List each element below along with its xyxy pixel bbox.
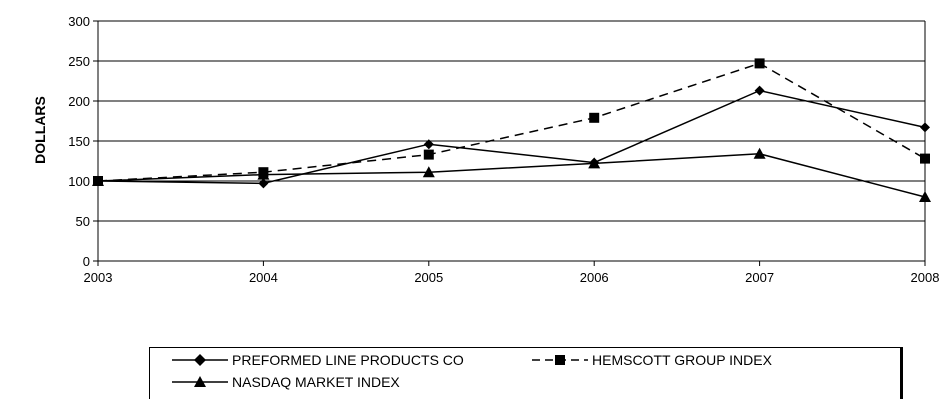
- series-line-0: [97, 89, 926, 185]
- diamond-marker-icon: [172, 354, 228, 366]
- x-tick-label: 2004: [249, 270, 278, 285]
- diamond-point: [920, 122, 930, 133]
- legend-label-nasdaq: NASDAQ MARKET INDEX: [232, 374, 400, 390]
- triangle-point: [92, 175, 104, 186]
- x-tick-label: 2008: [911, 270, 940, 285]
- y-axis-label: DOLLARS: [32, 96, 48, 164]
- x-tick-label: 2003: [84, 270, 113, 285]
- x-tick-label: 2006: [580, 270, 609, 285]
- x-axis-ticks: 2003 2004 2005 2006 2007 2008: [84, 261, 940, 285]
- y-tick-label: 300: [68, 14, 90, 29]
- legend: PREFORMED LINE PRODUCTS CO HEMSCOTT GROU…: [149, 347, 903, 399]
- square-point: [754, 58, 765, 69]
- legend-item-nasdaq: NASDAQ MARKET INDEX: [172, 374, 400, 390]
- diamond-point: [423, 139, 434, 150]
- triangle-point: [588, 157, 601, 169]
- y-tick-label: 200: [68, 94, 90, 109]
- gridlines: [97, 20, 926, 262]
- diamond-point: [258, 178, 269, 189]
- y-tick-label: 50: [76, 214, 90, 229]
- series-lines: [92, 58, 931, 202]
- legend-item-preformed: PREFORMED LINE PRODUCTS CO: [172, 352, 464, 368]
- legend-label-hemscott: HEMSCOTT GROUP INDEX: [592, 352, 772, 368]
- square-marker-icon: [532, 355, 588, 365]
- triangle-point: [919, 191, 931, 202]
- triangle-point: [753, 147, 766, 159]
- legend-item-hemscott: HEMSCOTT GROUP INDEX: [532, 352, 772, 368]
- diamond-point: [754, 85, 765, 96]
- x-tick-label: 2007: [745, 270, 774, 285]
- square-point: [589, 112, 600, 123]
- series-line-1: [97, 62, 926, 182]
- y-tick-label: 250: [68, 54, 90, 69]
- y-tick-label: 150: [68, 134, 90, 149]
- square-point: [423, 149, 434, 160]
- legend-label-preformed: PREFORMED LINE PRODUCTS CO: [232, 352, 464, 368]
- triangle-point: [257, 168, 270, 180]
- triangle-marker-icon: [172, 376, 228, 387]
- series-line-2: [97, 153, 926, 198]
- y-tick-label: 100: [68, 174, 90, 189]
- y-axis-ticks: 0 50 100 150 200 250 300: [68, 14, 98, 269]
- y-tick-label: 0: [83, 254, 90, 269]
- triangle-point: [422, 166, 435, 178]
- x-tick-label: 2005: [414, 270, 443, 285]
- square-point: [920, 153, 930, 164]
